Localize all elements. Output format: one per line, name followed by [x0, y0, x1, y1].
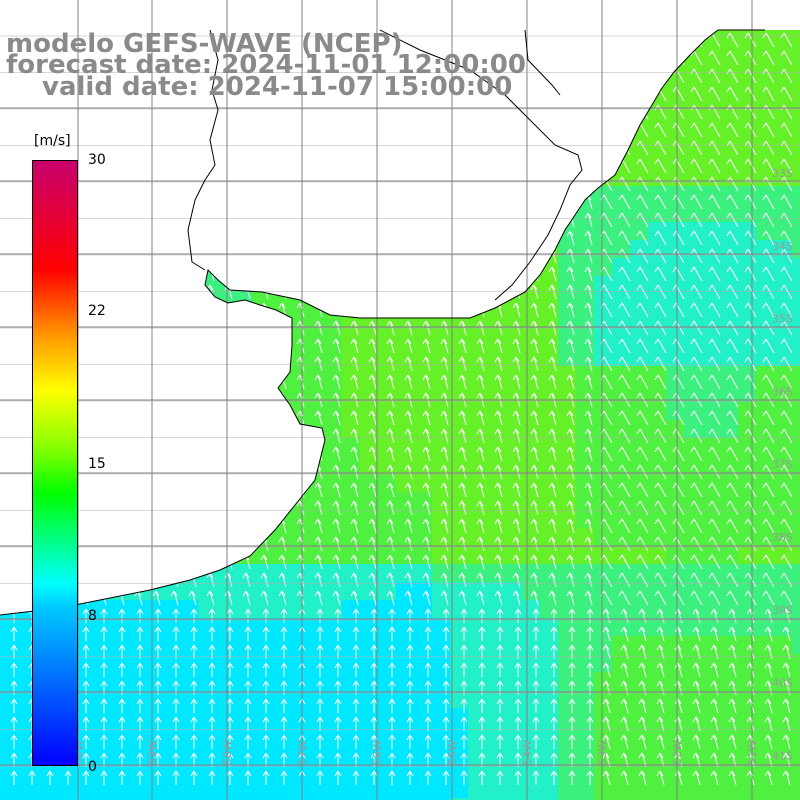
border-uruguay-west — [187, 29, 219, 271]
lat-label-41S: 41S — [772, 749, 793, 762]
lon-label-56W: 56W — [371, 740, 384, 765]
lat-label-39S: 39S — [772, 604, 793, 617]
border-north — [524, 29, 561, 96]
lon-label-54W: 54W — [521, 740, 534, 765]
lat-label-34S: 34S — [772, 240, 793, 253]
lon-label-57W: 57W — [296, 740, 309, 765]
lon-label-59W: 59W — [146, 740, 159, 765]
lat-label-40S: 40S — [772, 677, 793, 690]
colorbar — [32, 160, 78, 766]
lat-label-35S: 35S — [772, 313, 793, 326]
colorbar-label-30: 30 — [88, 152, 106, 168]
title-valid-date: valid date: 2024-11-07 15:00:00 — [42, 72, 513, 102]
lon-label-52W: 52W — [671, 740, 684, 765]
lon-label-51W: 51W — [746, 740, 759, 765]
colorbar-label-15: 15 — [88, 456, 106, 472]
coastline — [0, 29, 765, 616]
title-forecast-date: forecast date: 2024-11-01 12:00:00 — [6, 50, 526, 80]
colorbar-unit: [m/s] — [34, 133, 71, 149]
lat-label-33S: 33S — [772, 167, 793, 180]
colorbar-label-22: 22 — [88, 303, 106, 319]
lat-label-37S: 37S — [772, 458, 793, 471]
lon-label-53W: 53W — [596, 740, 609, 765]
lon-label-58W: 58W — [221, 740, 234, 765]
lon-label-55W: 55W — [446, 740, 459, 765]
colorbar-label-0: 0 — [88, 759, 97, 775]
lat-label-38S: 38S — [772, 531, 793, 544]
title-model: modelo GEFS-WAVE (NCEP) — [6, 29, 403, 59]
graticule-minor — [0, 35, 800, 767]
colorbar-label-8: 8 — [88, 608, 97, 624]
border-uruguay-east — [379, 29, 583, 301]
lat-label-36S: 36S — [772, 385, 793, 398]
